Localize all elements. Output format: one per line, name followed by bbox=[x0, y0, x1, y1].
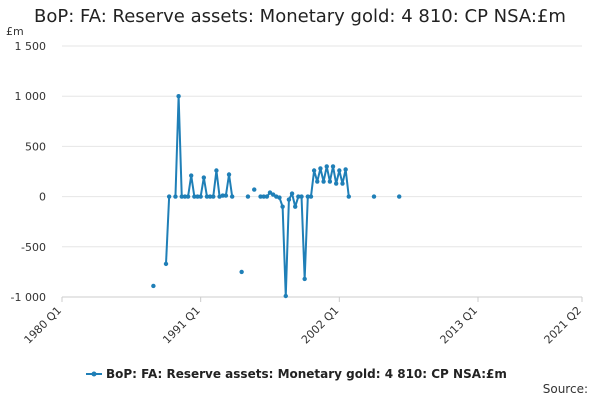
data-point[interactable] bbox=[211, 194, 216, 199]
legend-swatch-marker bbox=[91, 371, 97, 377]
data-point[interactable] bbox=[302, 276, 307, 282]
data-point[interactable] bbox=[340, 181, 345, 186]
data-point[interactable] bbox=[185, 194, 191, 199]
data-point[interactable] bbox=[397, 194, 402, 199]
data-point[interactable] bbox=[245, 194, 251, 199]
legend-item-label[interactable]: BoP: FA: Reserve assets: Monetary gold: … bbox=[106, 367, 507, 381]
source-label: Source: bbox=[543, 382, 588, 396]
data-point[interactable] bbox=[371, 194, 377, 199]
y-tick-label: -500 bbox=[21, 241, 46, 254]
data-point[interactable] bbox=[327, 179, 333, 184]
data-point[interactable] bbox=[283, 293, 288, 299]
data-point[interactable] bbox=[189, 173, 194, 178]
x-tick-label: 2013 Q1 bbox=[438, 304, 481, 347]
data-point[interactable] bbox=[337, 168, 342, 173]
data-point[interactable] bbox=[318, 166, 323, 171]
data-point[interactable] bbox=[182, 194, 188, 199]
legend[interactable]: BoP: FA: Reserve assets: Monetary gold: … bbox=[86, 367, 507, 381]
series-line bbox=[165, 196, 171, 264]
data-point[interactable] bbox=[286, 197, 292, 202]
data-point[interactable] bbox=[192, 194, 197, 199]
data-point[interactable] bbox=[324, 164, 329, 169]
series-layer bbox=[151, 94, 402, 299]
y-unit-label: £m bbox=[6, 25, 24, 38]
data-point[interactable] bbox=[223, 193, 229, 198]
y-tick-label: 500 bbox=[25, 140, 46, 153]
data-point[interactable] bbox=[229, 194, 235, 199]
data-point[interactable] bbox=[220, 193, 225, 198]
series-line bbox=[260, 165, 350, 297]
data-point[interactable] bbox=[226, 172, 232, 177]
data-point[interactable] bbox=[176, 94, 181, 99]
x-tick-label: 1991 Q1 bbox=[160, 304, 203, 347]
data-point[interactable] bbox=[333, 181, 339, 186]
data-point[interactable] bbox=[214, 168, 219, 173]
data-point[interactable] bbox=[267, 190, 273, 195]
data-point[interactable] bbox=[280, 204, 285, 209]
data-point[interactable] bbox=[289, 191, 295, 196]
x-tick-label: 1980 Q1 bbox=[22, 304, 65, 347]
data-point[interactable] bbox=[258, 194, 263, 199]
data-point[interactable] bbox=[151, 283, 156, 289]
data-point[interactable] bbox=[296, 194, 301, 199]
data-point[interactable] bbox=[173, 194, 178, 199]
data-point[interactable] bbox=[239, 269, 244, 275]
data-point[interactable] bbox=[321, 179, 326, 184]
data-point[interactable] bbox=[346, 194, 351, 199]
data-point[interactable] bbox=[311, 168, 317, 173]
data-point[interactable] bbox=[207, 194, 213, 199]
data-point[interactable] bbox=[163, 261, 169, 267]
y-tick-label: 1 000 bbox=[15, 90, 47, 103]
x-tick-label: 2002 Q1 bbox=[299, 304, 342, 347]
data-point[interactable] bbox=[330, 164, 336, 169]
data-point[interactable] bbox=[198, 194, 203, 199]
data-point[interactable] bbox=[201, 175, 207, 180]
data-point[interactable] bbox=[204, 194, 210, 199]
data-point[interactable] bbox=[270, 192, 276, 197]
data-point[interactable] bbox=[308, 194, 314, 199]
data-point[interactable] bbox=[179, 194, 184, 199]
y-tick-label: -1 000 bbox=[11, 291, 46, 304]
data-point[interactable] bbox=[299, 194, 304, 199]
data-point[interactable] bbox=[315, 179, 320, 184]
y-tick-label: 1 500 bbox=[15, 40, 47, 53]
data-point[interactable] bbox=[343, 167, 348, 172]
data-point[interactable] bbox=[261, 194, 266, 199]
y-tick-label: 0 bbox=[39, 191, 46, 204]
data-point[interactable] bbox=[264, 194, 270, 199]
x-tick-label: 2021 Q2 bbox=[542, 304, 585, 347]
data-point[interactable] bbox=[166, 194, 172, 199]
data-point[interactable] bbox=[195, 194, 200, 199]
data-point[interactable] bbox=[252, 187, 257, 192]
data-point[interactable] bbox=[293, 204, 298, 209]
data-point[interactable] bbox=[305, 194, 311, 199]
chart-title: BoP: FA: Reserve assets: Monetary gold: … bbox=[34, 6, 566, 27]
gridlines bbox=[62, 45, 582, 248]
data-point[interactable] bbox=[277, 195, 282, 200]
